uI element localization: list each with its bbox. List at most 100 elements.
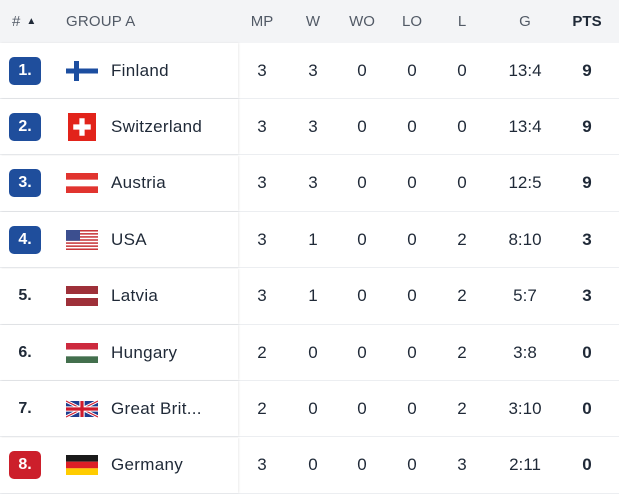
goals-value: 12:5 (508, 173, 542, 193)
goals-value: 8:10 (508, 229, 542, 249)
rank-badge: 4. (9, 225, 41, 254)
l-value: 3 (457, 455, 467, 475)
table-row[interactable]: 5. Latvia 3 1 0 0 2 5:7 3 (0, 268, 619, 325)
wo-value: 0 (357, 455, 367, 475)
points-value: 3 (582, 286, 592, 306)
lo-value: 0 (407, 60, 417, 80)
table-header: # ▲ GROUP A MP W WO LO L G PTS (0, 0, 619, 43)
latvia-flag-icon (66, 269, 98, 324)
rank-header-label: # (12, 13, 21, 30)
mp-value: 3 (257, 286, 267, 306)
pts-column-header[interactable]: PTS (572, 13, 602, 30)
table-row[interactable]: 3. Austria 3 3 0 0 0 12:5 9 (0, 155, 619, 212)
mp-value: 3 (257, 455, 267, 475)
great-britain-flag-icon (66, 381, 98, 436)
lo-column-header[interactable]: LO (401, 13, 422, 30)
rank-cell: 6. (8, 325, 42, 380)
rank-badge: 7. (18, 399, 32, 417)
w-value: 3 (308, 60, 318, 80)
team-name[interactable]: Latvia (111, 286, 159, 306)
wo-value: 0 (357, 116, 367, 136)
lo-value: 0 (407, 116, 417, 136)
team-name[interactable]: Austria (111, 173, 167, 193)
wo-value: 0 (357, 286, 367, 306)
l-value: 2 (457, 286, 467, 306)
points-value: 0 (582, 398, 592, 418)
table-row[interactable]: 8. Germany 3 0 0 0 3 2:11 0 (0, 437, 619, 494)
lo-value: 0 (407, 455, 417, 475)
rank-badge: 5. (18, 287, 32, 305)
rank-column-header[interactable]: # ▲ (0, 0, 48, 43)
l-value: 0 (457, 60, 467, 80)
goals-value: 3:10 (508, 398, 542, 418)
team-name[interactable]: Switzerland (111, 116, 203, 136)
rank-cell: 4. (8, 212, 42, 267)
points-value: 9 (582, 60, 592, 80)
team-name[interactable]: Germany (111, 455, 184, 475)
mp-value: 2 (257, 342, 267, 362)
l-value: 2 (457, 398, 467, 418)
l-value: 2 (457, 342, 467, 362)
points-value: 9 (582, 116, 592, 136)
goals-value: 3:8 (513, 342, 537, 362)
rank-badge: 1. (9, 56, 41, 85)
wo-value: 0 (357, 173, 367, 193)
w-column-header[interactable]: W (305, 13, 321, 30)
team-name[interactable]: USA (111, 229, 147, 249)
rank-cell: 7. (8, 381, 42, 436)
mp-value: 3 (257, 116, 267, 136)
w-value: 1 (308, 229, 318, 249)
usa-flag-icon (66, 212, 98, 267)
wo-value: 0 (357, 342, 367, 362)
goals-value: 13:4 (508, 116, 542, 136)
l-column-header[interactable]: L (457, 13, 467, 30)
mp-value: 3 (257, 60, 267, 80)
rank-cell: 2. (8, 99, 42, 154)
team-name[interactable]: Finland (111, 60, 169, 80)
austria-flag-icon (66, 156, 98, 211)
rank-badge: 8. (9, 451, 41, 480)
table-row[interactable]: 4. USA 3 1 0 0 2 8:10 3 (0, 212, 619, 269)
rank-cell: 8. (8, 438, 42, 493)
mp-value: 3 (257, 229, 267, 249)
team-name[interactable]: Great Brit... (111, 398, 202, 418)
mp-column-header[interactable]: MP (250, 13, 274, 30)
goals-value: 2:11 (509, 455, 541, 475)
goals-value: 13:4 (508, 60, 542, 80)
wo-value: 0 (357, 229, 367, 249)
w-value: 0 (308, 455, 318, 475)
l-value: 2 (457, 229, 467, 249)
l-value: 0 (457, 173, 467, 193)
l-value: 0 (457, 116, 467, 136)
g-column-header[interactable]: G (519, 13, 531, 30)
rank-badge: 2. (9, 112, 41, 141)
team-name[interactable]: Hungary (111, 342, 178, 362)
germany-flag-icon (66, 438, 98, 493)
w-value: 0 (308, 398, 318, 418)
w-value: 3 (308, 173, 318, 193)
lo-value: 0 (407, 229, 417, 249)
points-value: 0 (582, 342, 592, 362)
rank-cell: 3. (8, 156, 42, 211)
mp-value: 2 (257, 398, 267, 418)
table-row[interactable]: 1. Finland 3 3 0 0 0 13:4 9 (0, 43, 619, 99)
rank-badge: 3. (9, 169, 41, 198)
w-value: 1 (308, 286, 318, 306)
hungary-flag-icon (66, 325, 98, 380)
rank-cell: 5. (8, 269, 42, 324)
sort-up-arrow-icon[interactable]: ▲ (26, 16, 37, 27)
switzerland-flag-icon (66, 99, 98, 154)
goals-value: 5:7 (513, 286, 537, 306)
w-value: 3 (308, 116, 318, 136)
lo-value: 0 (407, 173, 417, 193)
points-value: 3 (582, 229, 592, 249)
wo-value: 0 (357, 398, 367, 418)
rank-cell: 1. (8, 43, 42, 98)
table-row[interactable]: 7. Great Brit... 2 0 0 0 2 3:10 0 (0, 381, 619, 438)
wo-value: 0 (357, 60, 367, 80)
wo-column-header[interactable]: WO (349, 13, 375, 30)
lo-value: 0 (407, 286, 417, 306)
w-value: 0 (308, 342, 318, 362)
table-row[interactable]: 6. Hungary 2 0 0 0 2 3:8 0 (0, 325, 619, 381)
table-row[interactable]: 2. Switzerland 3 3 0 0 0 13:4 9 (0, 99, 619, 156)
